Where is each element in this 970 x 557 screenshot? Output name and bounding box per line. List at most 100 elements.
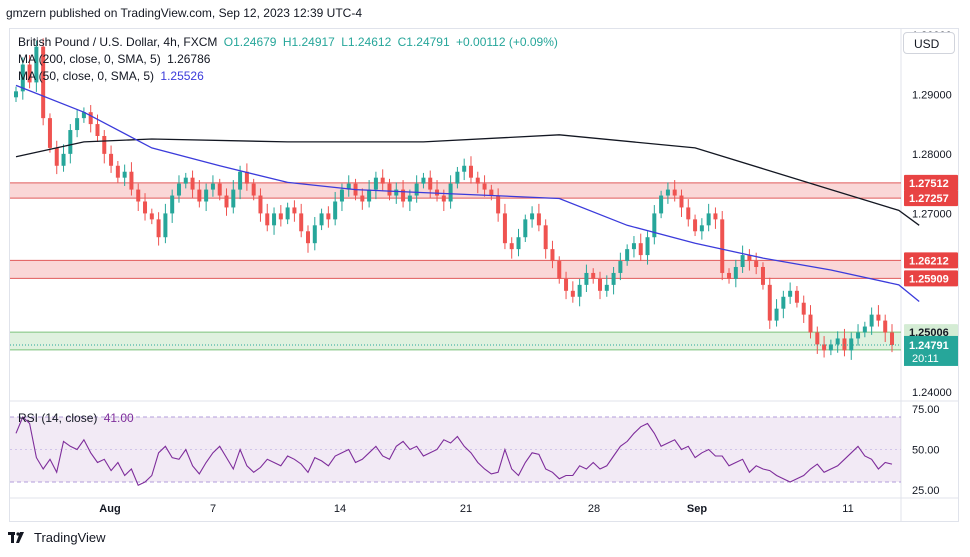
symbol-legend: British Pound / U.S. Dollar, 4h, FXCM O1… xyxy=(18,35,561,49)
candle-body xyxy=(516,237,521,250)
candle-body xyxy=(109,153,114,166)
candle-body xyxy=(862,326,867,333)
candle-body xyxy=(68,130,73,154)
time-tick-label: 28 xyxy=(588,503,600,515)
candle-body xyxy=(333,201,338,220)
candle-body xyxy=(659,195,664,214)
candle-body xyxy=(482,183,487,190)
candle-body xyxy=(272,213,277,226)
candle-body xyxy=(380,177,385,184)
candle-body xyxy=(856,332,861,339)
rsi-tick-label: 75.00 xyxy=(912,404,940,416)
candle-body xyxy=(387,183,392,196)
ma50-legend: MA (50, close, 0, SMA, 5) 1.25526 xyxy=(18,69,207,83)
zone-top-label-0: 1.27512 xyxy=(909,178,949,190)
candle-body xyxy=(475,177,480,184)
candle-body xyxy=(339,189,344,202)
zone-top-label-1-bg xyxy=(904,252,958,269)
candle-body xyxy=(136,189,141,202)
candle-body xyxy=(598,278,602,291)
candle-body xyxy=(869,314,874,327)
zone-bottom-label-1: 1.25909 xyxy=(909,273,949,285)
candle-body xyxy=(468,165,473,178)
candle-body xyxy=(258,195,263,214)
time-tick-label: 14 xyxy=(334,503,346,515)
candle-body xyxy=(231,189,236,208)
zone-resistance-0 xyxy=(10,182,901,199)
candle-body xyxy=(129,171,134,190)
candle-body xyxy=(197,189,202,202)
candle-body xyxy=(645,237,650,256)
candle-body xyxy=(591,272,596,279)
candle-body xyxy=(115,165,120,178)
time-tick-label: 11 xyxy=(842,503,853,515)
candle-body xyxy=(706,213,711,226)
candle-body xyxy=(883,320,888,333)
candle-body xyxy=(285,207,290,220)
time-tick-label: Aug xyxy=(99,503,120,515)
candle-body xyxy=(81,112,86,119)
attribution-text: gmzern published on TradingView.com, Sep… xyxy=(6,6,362,20)
ma200-legend: MA (200, close, 0, SMA, 5) 1.26786 xyxy=(18,52,213,66)
candle-body xyxy=(210,183,215,190)
candle-body xyxy=(740,255,745,267)
candle-body xyxy=(102,135,107,154)
candle-body xyxy=(679,195,684,208)
candle-body xyxy=(570,290,575,297)
candle-body xyxy=(693,219,698,232)
candle-body xyxy=(672,189,677,196)
time-tick-label: 7 xyxy=(210,503,216,515)
time-tick-label: 21 xyxy=(460,503,472,515)
candle-body xyxy=(373,177,378,190)
candle-body xyxy=(794,290,799,303)
candle-body xyxy=(170,195,175,214)
ohlc-close: C1.24791 xyxy=(397,35,450,49)
tradingview-logo-icon xyxy=(8,531,24,543)
candle-body xyxy=(176,183,181,196)
candle-body xyxy=(550,249,555,262)
candle-body xyxy=(238,171,243,190)
candle-body xyxy=(618,261,623,273)
countdown-label: 20:11 xyxy=(912,353,939,365)
candle-body xyxy=(604,284,609,291)
rsi-line xyxy=(15,416,893,487)
candle-body xyxy=(652,213,657,238)
candle-body xyxy=(462,165,467,172)
candle-body xyxy=(631,243,636,250)
symbol-title: British Pound / U.S. Dollar, 4h, FXCM xyxy=(18,35,218,49)
candle-body xyxy=(455,171,460,184)
candle-body xyxy=(299,213,304,232)
candle-body xyxy=(441,195,446,202)
candle-body xyxy=(312,225,317,244)
candle-body xyxy=(509,243,514,250)
candle-body xyxy=(536,213,541,226)
currency-button[interactable]: USD xyxy=(903,32,955,54)
candle-body xyxy=(774,308,779,321)
candle-body xyxy=(577,284,582,297)
chart-frame xyxy=(9,28,959,522)
candle-body xyxy=(686,207,691,220)
candle-body xyxy=(143,201,148,214)
zone-top-label-0-bg xyxy=(904,174,958,191)
zone-top-label-1: 1.26212 xyxy=(909,255,949,267)
candle-body xyxy=(727,272,732,279)
candle-body xyxy=(306,231,310,244)
footer-brand: TradingView xyxy=(34,530,106,545)
candle-body xyxy=(625,249,630,262)
candle-body xyxy=(183,177,188,184)
candle-body xyxy=(149,213,154,220)
zone-bottom-label-1-bg xyxy=(904,270,958,287)
candle-body xyxy=(720,219,725,273)
candle-body xyxy=(747,255,752,262)
candle-body xyxy=(428,177,433,190)
ma50-value: 1.25526 xyxy=(160,69,204,83)
rsi-label: RSI (14, close) xyxy=(18,411,98,425)
candle-body xyxy=(292,207,297,214)
candle-body xyxy=(224,195,229,208)
candle-body xyxy=(319,213,324,226)
candle-body xyxy=(156,219,161,238)
candle-body xyxy=(20,64,25,92)
candle-body xyxy=(828,344,833,351)
candle-body xyxy=(842,338,847,351)
